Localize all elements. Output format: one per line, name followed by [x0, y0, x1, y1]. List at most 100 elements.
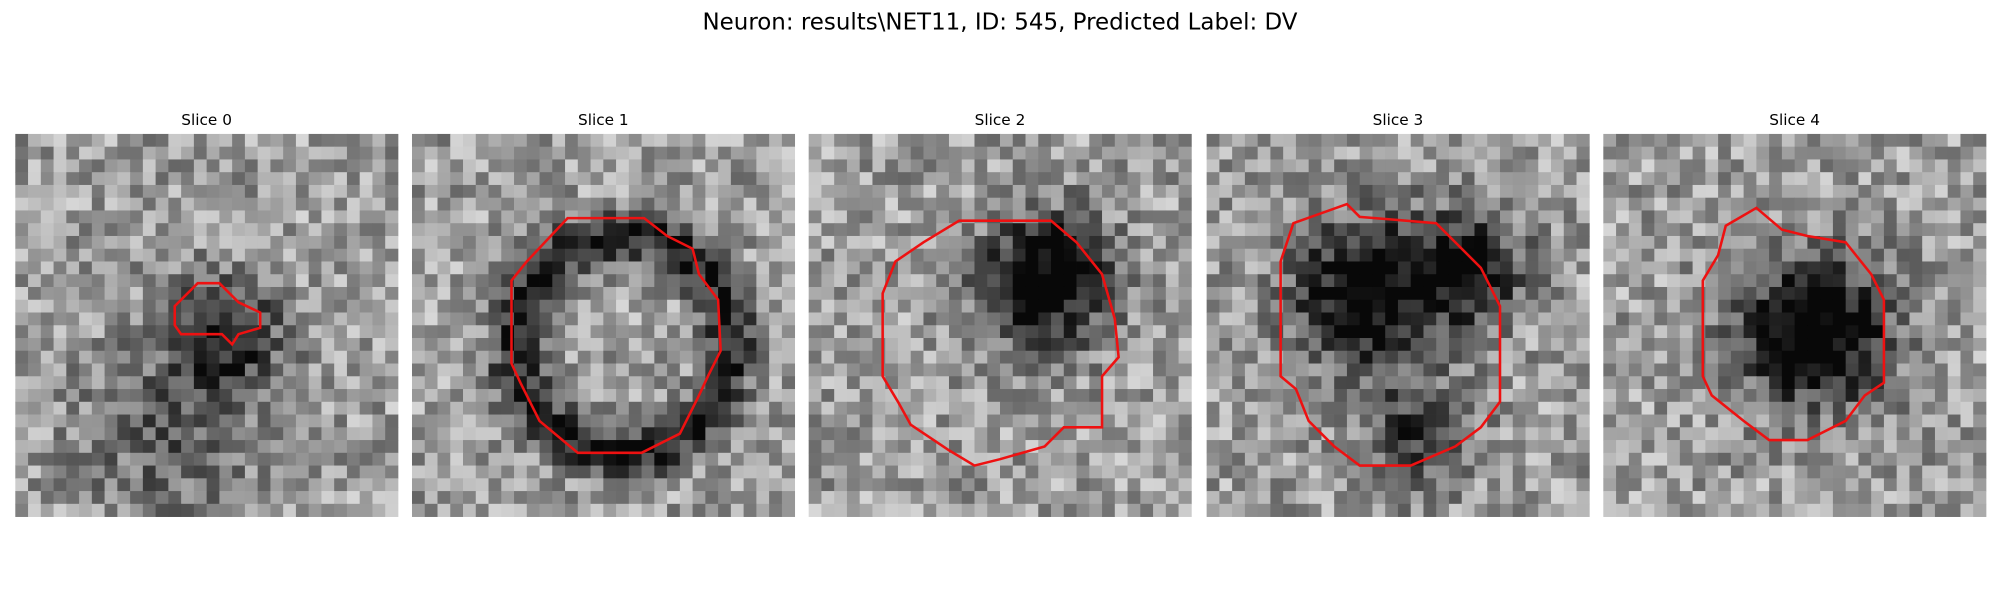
pixel	[450, 223, 464, 237]
pixel	[219, 414, 233, 428]
pixel	[1270, 172, 1284, 186]
pixel	[321, 452, 335, 466]
pixel	[1178, 465, 1192, 479]
pixel	[1436, 274, 1450, 288]
pixel	[781, 401, 796, 415]
pixel	[1973, 350, 1987, 364]
pixel	[411, 350, 426, 364]
pixel	[181, 210, 195, 224]
pixel	[1436, 350, 1450, 364]
pixel	[193, 261, 208, 275]
pixel	[526, 261, 540, 275]
pixel	[565, 133, 579, 148]
pixel	[1089, 414, 1103, 428]
pixel	[295, 465, 310, 479]
pixel	[1769, 286, 1783, 301]
pixel	[1922, 223, 1936, 237]
pixel	[15, 299, 29, 313]
pixel	[1679, 389, 1693, 403]
pixel	[219, 274, 233, 288]
pixel	[488, 184, 502, 199]
pixel	[424, 491, 438, 505]
pixel	[1654, 210, 1668, 224]
pixel	[743, 223, 757, 237]
pixel	[244, 363, 259, 377]
pixel	[321, 376, 335, 390]
pixel	[385, 389, 399, 403]
pixel	[53, 389, 67, 403]
pixel	[1140, 478, 1154, 492]
pixel	[1334, 478, 1348, 492]
pixel	[463, 427, 477, 441]
pixel	[616, 503, 630, 517]
pixel	[577, 389, 591, 403]
pixel	[1219, 235, 1233, 250]
pixel	[1063, 503, 1077, 517]
pixel	[1346, 133, 1361, 148]
pixel	[846, 491, 861, 505]
pixel	[385, 261, 399, 275]
pixel	[1244, 159, 1259, 173]
pixel	[411, 286, 426, 301]
pixel	[1012, 389, 1026, 403]
pixel	[923, 286, 937, 301]
pixel	[1423, 235, 1437, 250]
pixel	[1165, 274, 1179, 288]
pixel	[1858, 184, 1872, 199]
pixel	[283, 274, 297, 288]
slice-title: Slice 2	[975, 111, 1026, 129]
pixel	[718, 235, 732, 250]
pixel	[91, 274, 105, 288]
pixel	[1628, 401, 1642, 415]
pixel	[501, 503, 515, 517]
pixel	[679, 350, 693, 364]
pixel	[781, 414, 796, 428]
pixel	[1718, 159, 1732, 173]
pixel	[450, 261, 464, 275]
pixel	[15, 427, 29, 441]
pixel	[104, 159, 118, 173]
pixel	[654, 338, 668, 352]
pixel	[808, 478, 822, 492]
slice-panel	[411, 133, 796, 517]
pixel	[1257, 350, 1271, 364]
pixel	[743, 452, 757, 466]
pixel	[79, 491, 93, 505]
pixel	[781, 299, 796, 313]
pixel	[1153, 478, 1167, 492]
pixel	[1474, 325, 1488, 339]
pixel	[1705, 338, 1719, 352]
pixel	[1423, 325, 1437, 339]
pixel	[603, 440, 617, 454]
pixel	[948, 338, 963, 352]
pixel	[628, 133, 642, 148]
pixel	[936, 401, 950, 415]
pixel	[756, 414, 770, 428]
pixel	[590, 414, 604, 428]
pixel	[872, 427, 886, 441]
pixel	[1063, 248, 1077, 262]
pixel	[1832, 491, 1847, 505]
pixel	[1308, 325, 1322, 339]
pixel	[1628, 223, 1642, 237]
pixel	[1283, 286, 1297, 301]
pixel	[411, 401, 426, 415]
pixel	[1654, 503, 1668, 517]
pixel	[385, 172, 399, 186]
pixel	[1973, 133, 1987, 148]
pixel	[1000, 414, 1014, 428]
pixel	[1807, 146, 1821, 160]
pixel	[1679, 223, 1693, 237]
pixel	[1845, 389, 1859, 403]
pixel	[372, 261, 386, 275]
pixel	[1667, 299, 1681, 313]
pixel	[1679, 286, 1693, 301]
pixel	[1206, 478, 1220, 492]
pixel	[1820, 197, 1834, 211]
pixel	[295, 338, 310, 352]
pixel	[1076, 261, 1090, 275]
pixel	[372, 401, 386, 415]
pixel	[1551, 146, 1565, 160]
pixel	[936, 376, 950, 390]
pixel	[808, 223, 822, 237]
